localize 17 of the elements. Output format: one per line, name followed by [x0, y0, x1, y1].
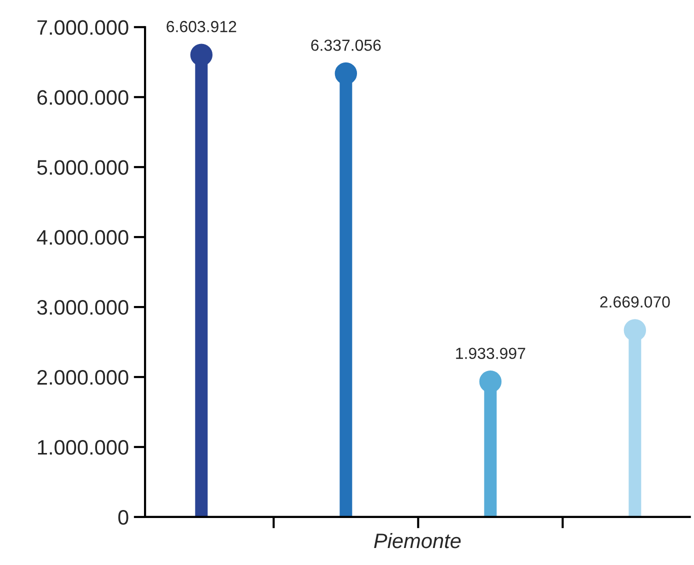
y-tick-label: 5.000.000: [37, 160, 128, 175]
y-tick-label: 6.000.000: [37, 90, 128, 105]
point: [624, 319, 646, 342]
y-tick-label: 3.000.000: [37, 300, 128, 315]
y-tick-label: 7.000.000: [37, 20, 128, 35]
point: [190, 44, 213, 66]
y-tick-label: 0: [118, 510, 128, 525]
data-label: 2.669.070: [600, 296, 670, 308]
y-tick-label: 4.000.000: [36, 230, 128, 245]
y-tick-label: 2.000.000: [37, 370, 128, 385]
y-tick-label: 1.000.000: [38, 440, 128, 455]
data-label: 6.337.056: [311, 40, 381, 51]
x-axis-title: Piemonte: [374, 532, 461, 548]
point: [479, 370, 502, 393]
data-label: 1.933.997: [456, 348, 526, 360]
data-label: 6.603.912: [166, 20, 236, 32]
point: [334, 62, 358, 85]
